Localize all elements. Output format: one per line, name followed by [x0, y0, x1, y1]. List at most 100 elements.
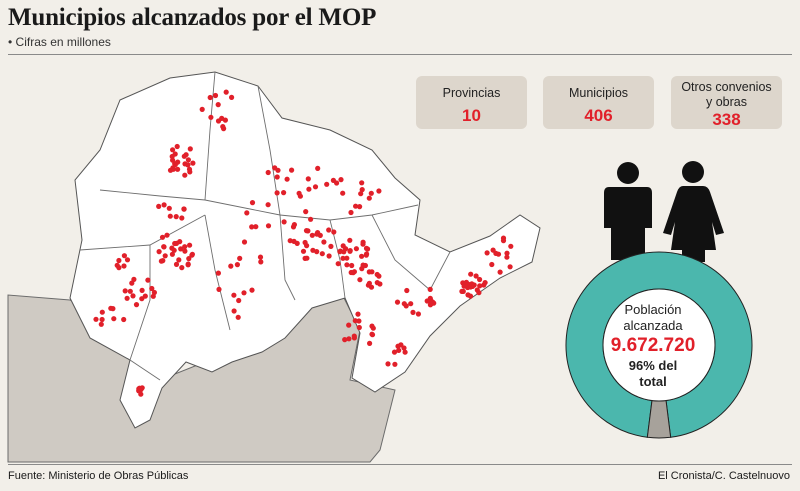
municipality-dot [249, 224, 255, 230]
municipality-dot [253, 224, 259, 230]
municipality-dot [359, 266, 365, 272]
municipality-dot [93, 316, 99, 322]
municipality-dot [241, 239, 248, 245]
population-label-line2: alcanzada [623, 318, 683, 333]
municipality-dot [208, 114, 214, 120]
municipality-dot [346, 322, 352, 328]
municipality-dot [182, 244, 188, 250]
municipality-dot [221, 126, 227, 132]
municipality-dot [331, 229, 337, 235]
municipality-dot [287, 238, 293, 244]
municipality-dot [374, 280, 380, 286]
municipality-dot [370, 325, 376, 331]
municipality-dot [376, 188, 382, 194]
population-summary: Población alcanzada 9.672.720 96% del to… [600, 302, 706, 390]
stat-provincias-label: Provincias [442, 86, 501, 100]
municipality-dot [356, 324, 362, 331]
municipality-dot [169, 153, 175, 160]
stat-municipios-label: Municipios [568, 86, 629, 100]
municipality-dot [249, 200, 256, 206]
municipality-dot [504, 250, 510, 256]
municipality-dot [359, 253, 365, 259]
municipality-dot [249, 287, 255, 293]
municipality-dot [353, 246, 359, 252]
municipality-dot [363, 245, 370, 251]
municipality-dot [124, 257, 131, 263]
province-borders [79, 71, 451, 381]
municipality-dot [187, 242, 193, 248]
municipality-dot [231, 292, 237, 298]
municipality-dot [162, 253, 168, 259]
municipality-dot [365, 282, 371, 288]
municipality-dot [338, 177, 344, 183]
stat-otros-label-line1: Otros convenios [681, 80, 772, 94]
municipality-dot [369, 269, 375, 275]
municipality-dot [489, 261, 495, 268]
municipality-dot [303, 209, 309, 215]
municipality-dot [321, 239, 327, 245]
municipality-dot [309, 232, 315, 238]
municipality-dot [476, 290, 482, 296]
municipality-dot [477, 276, 483, 283]
municipality-dot [274, 174, 280, 180]
municipality-dot [235, 314, 241, 320]
municipality-dot [484, 250, 490, 256]
municipality-dot [364, 251, 370, 257]
population-donut [565, 161, 753, 439]
municipality-dot [212, 92, 219, 99]
municipality-dot [368, 190, 374, 196]
municipality-dot [319, 251, 325, 257]
municipality-dot [167, 167, 174, 173]
municipality-dot [183, 152, 189, 158]
municipality-dot [145, 277, 151, 283]
municipality-dot [182, 248, 188, 254]
municipality-dot [222, 117, 228, 123]
stat-otros-convenios: Otros convenios y obras 338 [671, 76, 782, 129]
municipality-dot [110, 306, 116, 312]
municipality-dot [306, 186, 312, 192]
municipality-dot [326, 227, 332, 233]
municipality-dot [367, 340, 373, 346]
municipality-dot [284, 176, 290, 182]
municipality-dot [150, 293, 156, 299]
municipality-dot [351, 335, 357, 341]
municipality-dot [358, 191, 364, 197]
municipality-dot [237, 255, 243, 261]
municipality-dot [185, 261, 191, 267]
municipality-dot [314, 249, 320, 255]
municipality-dot [265, 169, 271, 176]
municipality-dot [355, 311, 361, 317]
municipality-dot [258, 259, 264, 265]
municipality-dot [121, 253, 127, 259]
municipality-dot [121, 263, 127, 269]
municipality-dot [216, 286, 222, 292]
municipality-dot [344, 262, 350, 268]
municipality-dot [156, 249, 162, 255]
municipality-dot [312, 184, 319, 190]
municipality-dot [303, 228, 310, 234]
municipality-dot [175, 166, 181, 172]
municipality-dot [179, 215, 185, 221]
municipality-dot [190, 160, 196, 166]
municipality-dot [173, 214, 179, 220]
municipality-dot [330, 177, 336, 183]
municipality-dot [234, 262, 240, 268]
stat-municipios-value: 406 [584, 106, 613, 125]
municipality-dot [497, 269, 503, 275]
municipality-dot [149, 285, 155, 292]
municipality-dot [294, 240, 300, 246]
municipality-dot [404, 287, 410, 294]
municipality-dot [507, 264, 513, 270]
municipality-dot [257, 254, 264, 260]
municipality-dot [169, 245, 175, 251]
municipality-dot [186, 166, 193, 172]
municipality-dot [500, 238, 507, 244]
municipality-dot [178, 246, 184, 252]
municipality-dot [231, 308, 237, 314]
municipality-dot [392, 361, 398, 367]
municipality-dot [362, 262, 368, 269]
municipality-dot [348, 209, 354, 216]
municipality-dot [172, 240, 178, 247]
municipality-dot [290, 224, 297, 230]
municipality-dot [116, 257, 122, 264]
